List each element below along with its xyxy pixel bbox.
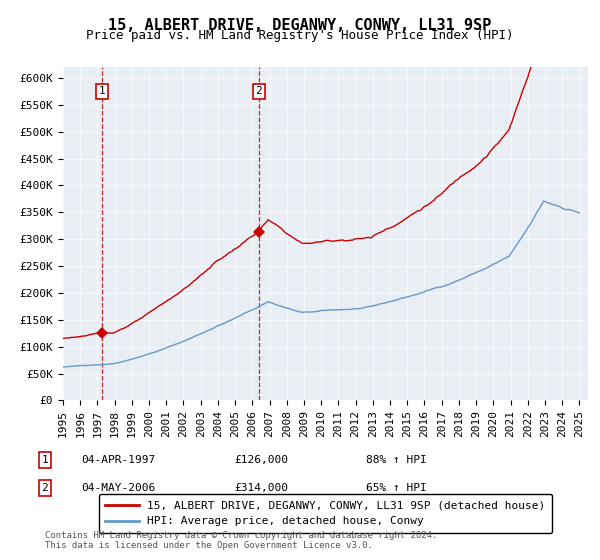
Text: £126,000: £126,000	[234, 455, 288, 465]
Text: 88% ↑ HPI: 88% ↑ HPI	[366, 455, 427, 465]
Text: 1: 1	[41, 455, 49, 465]
Text: Price paid vs. HM Land Registry's House Price Index (HPI): Price paid vs. HM Land Registry's House …	[86, 29, 514, 42]
Text: 04-APR-1997: 04-APR-1997	[81, 455, 155, 465]
Text: 15, ALBERT DRIVE, DEGANWY, CONWY, LL31 9SP: 15, ALBERT DRIVE, DEGANWY, CONWY, LL31 9…	[109, 18, 491, 33]
Text: 1: 1	[98, 86, 105, 96]
Text: 04-MAY-2006: 04-MAY-2006	[81, 483, 155, 493]
Text: £314,000: £314,000	[234, 483, 288, 493]
Text: 2: 2	[256, 86, 262, 96]
Text: Contains HM Land Registry data © Crown copyright and database right 2024.
This d: Contains HM Land Registry data © Crown c…	[45, 530, 437, 550]
Legend: 15, ALBERT DRIVE, DEGANWY, CONWY, LL31 9SP (detached house), HPI: Average price,: 15, ALBERT DRIVE, DEGANWY, CONWY, LL31 9…	[98, 494, 553, 533]
Text: 65% ↑ HPI: 65% ↑ HPI	[366, 483, 427, 493]
Text: 2: 2	[41, 483, 49, 493]
